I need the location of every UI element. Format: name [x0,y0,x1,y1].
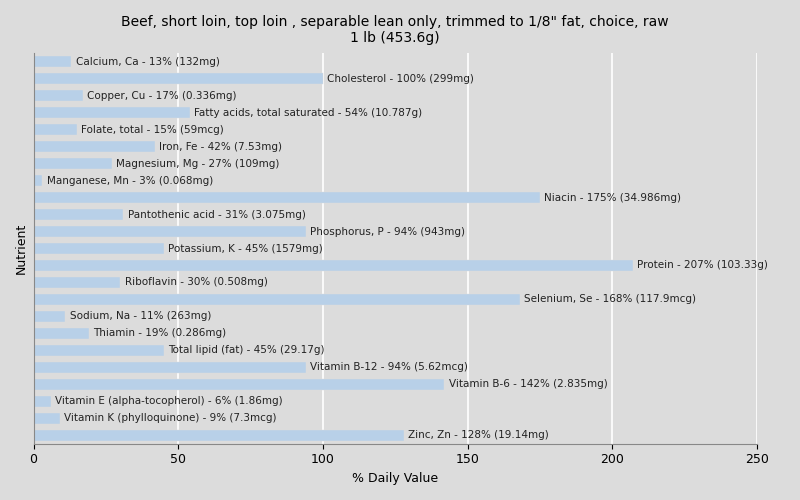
Text: Vitamin E (alpha-tocopherol) - 6% (1.86mg): Vitamin E (alpha-tocopherol) - 6% (1.86m… [55,396,283,406]
Text: Cholesterol - 100% (299mg): Cholesterol - 100% (299mg) [327,74,474,84]
Text: Phosphorus, P - 94% (943mg): Phosphorus, P - 94% (943mg) [310,226,465,236]
Bar [34,379,445,390]
Bar [34,226,306,237]
Bar [34,209,123,220]
Bar [34,260,633,271]
Bar [34,345,164,356]
Text: Pantothenic acid - 31% (3.075mg): Pantothenic acid - 31% (3.075mg) [128,210,306,220]
Text: Vitamin B-12 - 94% (5.62mcg): Vitamin B-12 - 94% (5.62mcg) [310,362,468,372]
Text: Protein - 207% (103.33g): Protein - 207% (103.33g) [637,260,768,270]
Text: Folate, total - 15% (59mcg): Folate, total - 15% (59mcg) [82,124,224,134]
Bar [34,362,306,373]
Bar [34,328,89,339]
Text: Thiamin - 19% (0.286mg): Thiamin - 19% (0.286mg) [93,328,226,338]
Bar [34,56,71,68]
Bar [34,396,51,407]
Text: Magnesium, Mg - 27% (109mg): Magnesium, Mg - 27% (109mg) [116,158,279,168]
Bar [34,192,540,203]
Text: Sodium, Na - 11% (263mg): Sodium, Na - 11% (263mg) [70,312,211,322]
Bar [34,277,120,288]
Bar [34,294,520,305]
Bar [34,243,164,254]
Text: Zinc, Zn - 128% (19.14mg): Zinc, Zn - 128% (19.14mg) [408,430,549,440]
Title: Beef, short loin, top loin , separable lean only, trimmed to 1/8" fat, choice, r: Beef, short loin, top loin , separable l… [122,15,669,45]
Bar [34,90,82,102]
Text: Niacin - 175% (34.986mg): Niacin - 175% (34.986mg) [544,192,682,202]
Y-axis label: Nutrient: Nutrient [15,223,28,274]
Bar [34,124,77,135]
Text: Potassium, K - 45% (1579mg): Potassium, K - 45% (1579mg) [168,244,323,254]
Bar [34,158,112,169]
X-axis label: % Daily Value: % Daily Value [352,472,438,485]
Text: Calcium, Ca - 13% (132mg): Calcium, Ca - 13% (132mg) [75,57,219,67]
Bar [34,175,42,186]
Bar [34,311,66,322]
Bar [34,74,323,85]
Bar [34,412,60,424]
Text: Copper, Cu - 17% (0.336mg): Copper, Cu - 17% (0.336mg) [87,90,237,101]
Text: Vitamin B-6 - 142% (2.835mg): Vitamin B-6 - 142% (2.835mg) [449,380,607,390]
Text: Vitamin K (phylloquinone) - 9% (7.3mcg): Vitamin K (phylloquinone) - 9% (7.3mcg) [64,414,277,424]
Text: Iron, Fe - 42% (7.53mg): Iron, Fe - 42% (7.53mg) [159,142,282,152]
Text: Manganese, Mn - 3% (0.068mg): Manganese, Mn - 3% (0.068mg) [46,176,213,186]
Text: Total lipid (fat) - 45% (29.17g): Total lipid (fat) - 45% (29.17g) [168,346,325,356]
Text: Fatty acids, total saturated - 54% (10.787g): Fatty acids, total saturated - 54% (10.7… [194,108,422,118]
Bar [34,141,155,152]
Text: Riboflavin - 30% (0.508mg): Riboflavin - 30% (0.508mg) [125,278,267,287]
Bar [34,430,404,441]
Text: Selenium, Se - 168% (117.9mcg): Selenium, Se - 168% (117.9mcg) [524,294,696,304]
Bar [34,107,190,118]
